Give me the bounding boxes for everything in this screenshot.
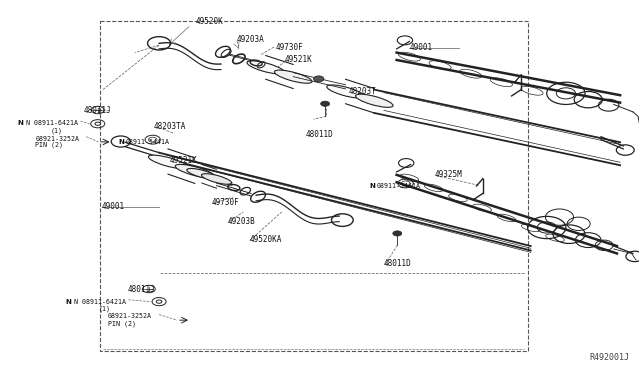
Ellipse shape: [247, 61, 285, 74]
Circle shape: [393, 231, 402, 236]
Text: 49521K: 49521K: [285, 55, 312, 64]
Text: PIN (2): PIN (2): [108, 321, 136, 327]
Text: 08921-3252A: 08921-3252A: [35, 135, 79, 142]
Text: 49520KA: 49520KA: [250, 235, 282, 244]
Text: N 08911-6421A: N 08911-6421A: [26, 120, 78, 126]
Text: 48011D: 48011D: [384, 259, 412, 268]
Text: 49521K: 49521K: [170, 155, 198, 164]
Text: 49325M: 49325M: [435, 170, 463, 179]
Text: 48011J: 48011J: [127, 285, 155, 294]
Text: (1): (1): [99, 306, 111, 312]
Text: 08911-5441A: 08911-5441A: [125, 139, 169, 145]
Text: 49520K: 49520K: [195, 17, 223, 26]
Text: N 08911-6421A: N 08911-6421A: [74, 299, 126, 305]
Text: PIN (2): PIN (2): [35, 142, 63, 148]
Ellipse shape: [327, 85, 364, 98]
Ellipse shape: [202, 174, 232, 184]
Text: N: N: [17, 120, 23, 126]
Text: R492001J: R492001J: [589, 353, 630, 362]
Ellipse shape: [355, 94, 393, 108]
Text: 08921-3252A: 08921-3252A: [108, 314, 152, 320]
Text: 49203B: 49203B: [227, 217, 255, 226]
Text: N: N: [119, 139, 125, 145]
Circle shape: [321, 101, 330, 106]
Text: N: N: [370, 183, 376, 189]
Text: 48011J: 48011J: [84, 106, 111, 115]
Ellipse shape: [275, 70, 312, 83]
Text: 49730F: 49730F: [211, 198, 239, 207]
Text: 49730F: 49730F: [275, 42, 303, 51]
Text: 08911-5441A: 08911-5441A: [376, 183, 420, 189]
Circle shape: [314, 76, 324, 82]
Text: (1): (1): [51, 127, 63, 134]
Text: 48203TA: 48203TA: [154, 122, 186, 131]
Text: 49203A: 49203A: [237, 35, 265, 44]
Text: 49001: 49001: [102, 202, 125, 211]
Text: 49001: 49001: [410, 42, 433, 51]
Ellipse shape: [148, 155, 188, 169]
Text: 48203T: 48203T: [349, 87, 376, 96]
Text: N: N: [65, 299, 71, 305]
Text: 48011D: 48011D: [306, 129, 333, 139]
Ellipse shape: [187, 169, 217, 179]
Ellipse shape: [175, 164, 214, 178]
